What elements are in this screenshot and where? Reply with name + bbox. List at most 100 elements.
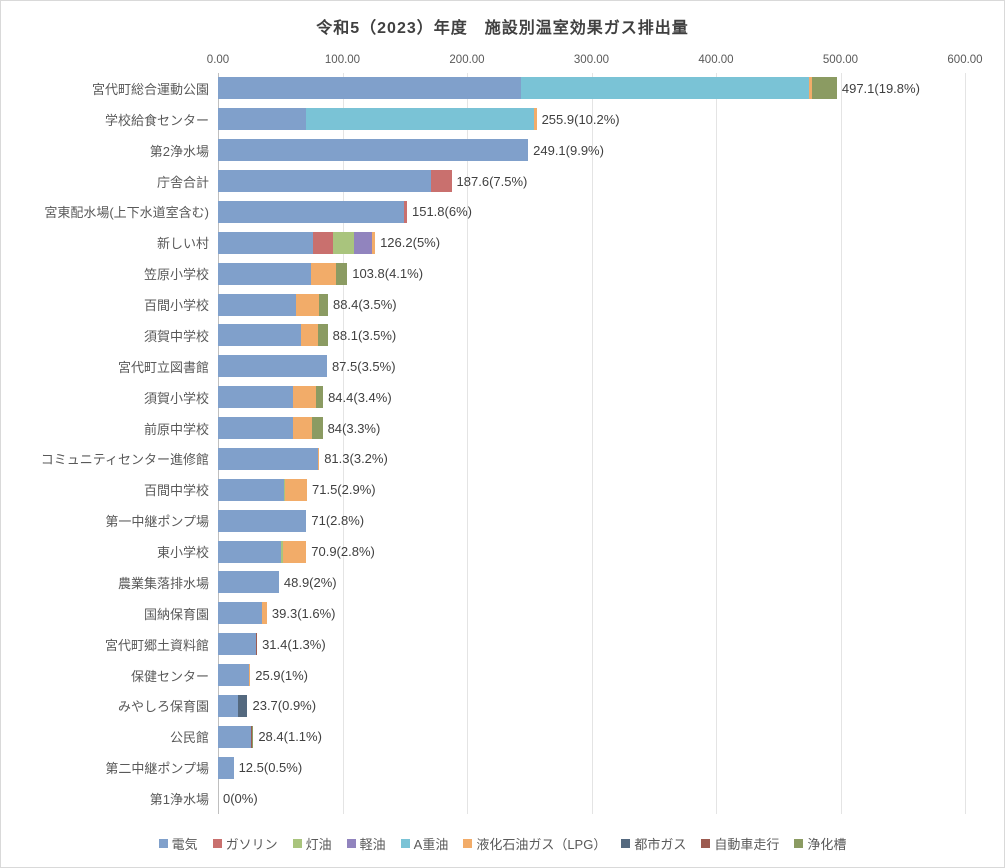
bar-track: 31.4(1.3%)	[218, 633, 1004, 656]
bar-segment	[809, 77, 812, 100]
bar-segment	[218, 478, 284, 501]
chart-row: 笠原小学校 103.8(4.1%)	[1, 258, 1004, 289]
category-label: 公民館	[169, 730, 209, 746]
bar-segment	[282, 540, 307, 563]
bar-track: 0(0%)	[218, 788, 1004, 810]
chart-row: コミュニティセンター進修館 81.3(3.2%)	[1, 444, 1004, 475]
legend-swatch-icon	[158, 839, 168, 848]
chart-row: 学校給食センター 255.9(10.2%)	[1, 104, 1004, 135]
legend-label: 液化石油ガス（LPG）	[476, 837, 607, 852]
legend-swatch-icon	[212, 839, 222, 848]
bar-segment	[249, 664, 251, 687]
bar-segment	[218, 77, 521, 100]
chart-row: 須賀小学校 84.4(3.4%)	[1, 382, 1004, 413]
bar-rows: 宮代町総合運動公園 497.1(19.8%) 学校給食センター 255.9(10.2%…	[1, 73, 1004, 814]
value-label: 255.9(10.2%)	[541, 111, 620, 127]
x-tick-label: 200.00	[449, 54, 485, 66]
bar-segment	[237, 694, 248, 717]
value-label: 70.9(2.8%)	[311, 544, 375, 560]
legend-item: 浄化槽	[794, 834, 846, 853]
chart-row: 百間小学校 88.4(3.5%)	[1, 289, 1004, 320]
category-label: 宮代町郷土資料館	[104, 637, 209, 653]
gridline	[840, 73, 842, 814]
bar-segment	[218, 509, 307, 532]
gridline	[965, 73, 966, 814]
x-tick-label: 100.00	[324, 54, 361, 66]
gridline	[467, 73, 468, 814]
category-label: 保健センター	[130, 668, 209, 684]
gridline	[716, 73, 717, 814]
bar-track: 88.1(3.5%)	[218, 324, 1004, 347]
bar-segment	[353, 231, 373, 254]
value-label: 48.9(2%)	[283, 574, 337, 590]
bar-track: 71(2.8%)	[218, 509, 1004, 532]
legend-swatch-icon	[794, 839, 804, 848]
category-label: 農業集落排水場	[117, 575, 209, 591]
value-label: 187.6(7.5%)	[456, 173, 528, 189]
bar-segment	[218, 386, 293, 409]
legend-label: 浄化槽	[807, 837, 847, 852]
x-tick-label: 300.00	[573, 54, 610, 66]
category-label: コミュニティセンター進修館	[40, 452, 209, 468]
gridlines	[218, 73, 966, 814]
bar-segment	[312, 231, 334, 254]
chart-row: 宮代町立図書館 87.5(3.5%)	[1, 351, 1004, 382]
bar-segment	[336, 262, 348, 285]
bar-segment	[218, 694, 238, 717]
value-label: 497.1(19.8%)	[841, 80, 920, 96]
chart-row: 公民館 28.4(1.1%)	[1, 721, 1004, 752]
bar-segment	[811, 77, 837, 100]
legend: 電気 ガソリン 灯油 軽油 A重油 液化石油ガス（LPG） 都市ガス 自動車走行 浄化槽	[1, 834, 1004, 853]
category-label: 新しい村	[156, 236, 209, 252]
bar-track: 25.9(1%)	[218, 664, 1004, 687]
bar-segment	[255, 633, 258, 656]
legend-item: ガソリン	[212, 834, 278, 853]
category-label: 学校給食センター	[104, 112, 209, 128]
legend-item: 液化石油ガス（LPG）	[463, 834, 606, 853]
chart-row: 国納保育園 39.3(1.6%)	[1, 598, 1004, 629]
chart-row: 宮代町総合運動公園 497.1(19.8%)	[1, 73, 1004, 104]
chart-row: 新しい村 126.2(5%)	[1, 227, 1004, 258]
bar-segment	[218, 231, 313, 254]
bar-track: 126.2(5%)	[218, 231, 1004, 254]
category-label: みやしろ保育園	[117, 699, 209, 715]
category-label: 宮東配水場(上下水道室含む)	[44, 205, 209, 221]
bar-segment	[250, 725, 252, 748]
legend-swatch-icon	[292, 839, 302, 848]
bar-segment	[296, 293, 319, 316]
legend-label: 電気	[171, 837, 198, 852]
chart-row: 第一中継ポンプ場 71(2.8%)	[1, 505, 1004, 536]
category-label: 前原中学校	[143, 421, 209, 437]
bar-track: 39.3(1.6%)	[218, 602, 1004, 625]
bar-track: 249.1(9.9%)	[218, 139, 1004, 162]
value-label: 87.5(3.5%)	[331, 358, 396, 374]
chart-row: 保健センター 25.9(1%)	[1, 660, 1004, 691]
legend-label: 自動車走行	[714, 837, 780, 852]
chart-row: 東小学校 70.9(2.8%)	[1, 536, 1004, 567]
legend-label: 灯油	[305, 837, 332, 852]
bar-segment	[218, 200, 404, 223]
legend-swatch-icon	[621, 839, 631, 848]
bar-segment	[430, 170, 452, 193]
chart-row: 第2浄水場 249.1(9.9%)	[1, 135, 1004, 166]
bar-segment	[218, 170, 431, 193]
chart-title: 令和5（2023）年度 施設別温室効果ガス排出量	[316, 20, 689, 37]
chart-row: 百間中学校 71.5(2.9%)	[1, 474, 1004, 505]
y-axis-line	[218, 73, 219, 814]
value-label: 88.4(3.5%)	[333, 297, 397, 313]
category-label: 笠原小学校	[143, 267, 209, 283]
x-tick-label: 0.00	[206, 54, 230, 66]
legend-swatch-icon	[463, 839, 473, 848]
bar-segment	[318, 293, 329, 316]
value-label: 151.8(6%)	[411, 204, 472, 220]
bar-track: 81.3(3.2%)	[218, 447, 1004, 470]
x-tick-label: 400.00	[698, 54, 734, 66]
bar-segment	[218, 139, 529, 162]
bar-segment	[218, 725, 251, 748]
value-label: 84(3.3%)	[327, 420, 381, 436]
bar-segment	[218, 262, 311, 285]
value-label: 249.1(9.9%)	[533, 142, 604, 158]
bar-segment	[218, 324, 302, 347]
value-label: 25.9(1%)	[255, 667, 308, 683]
chart-row: 宮代町郷土資料館 31.4(1.3%)	[1, 629, 1004, 660]
